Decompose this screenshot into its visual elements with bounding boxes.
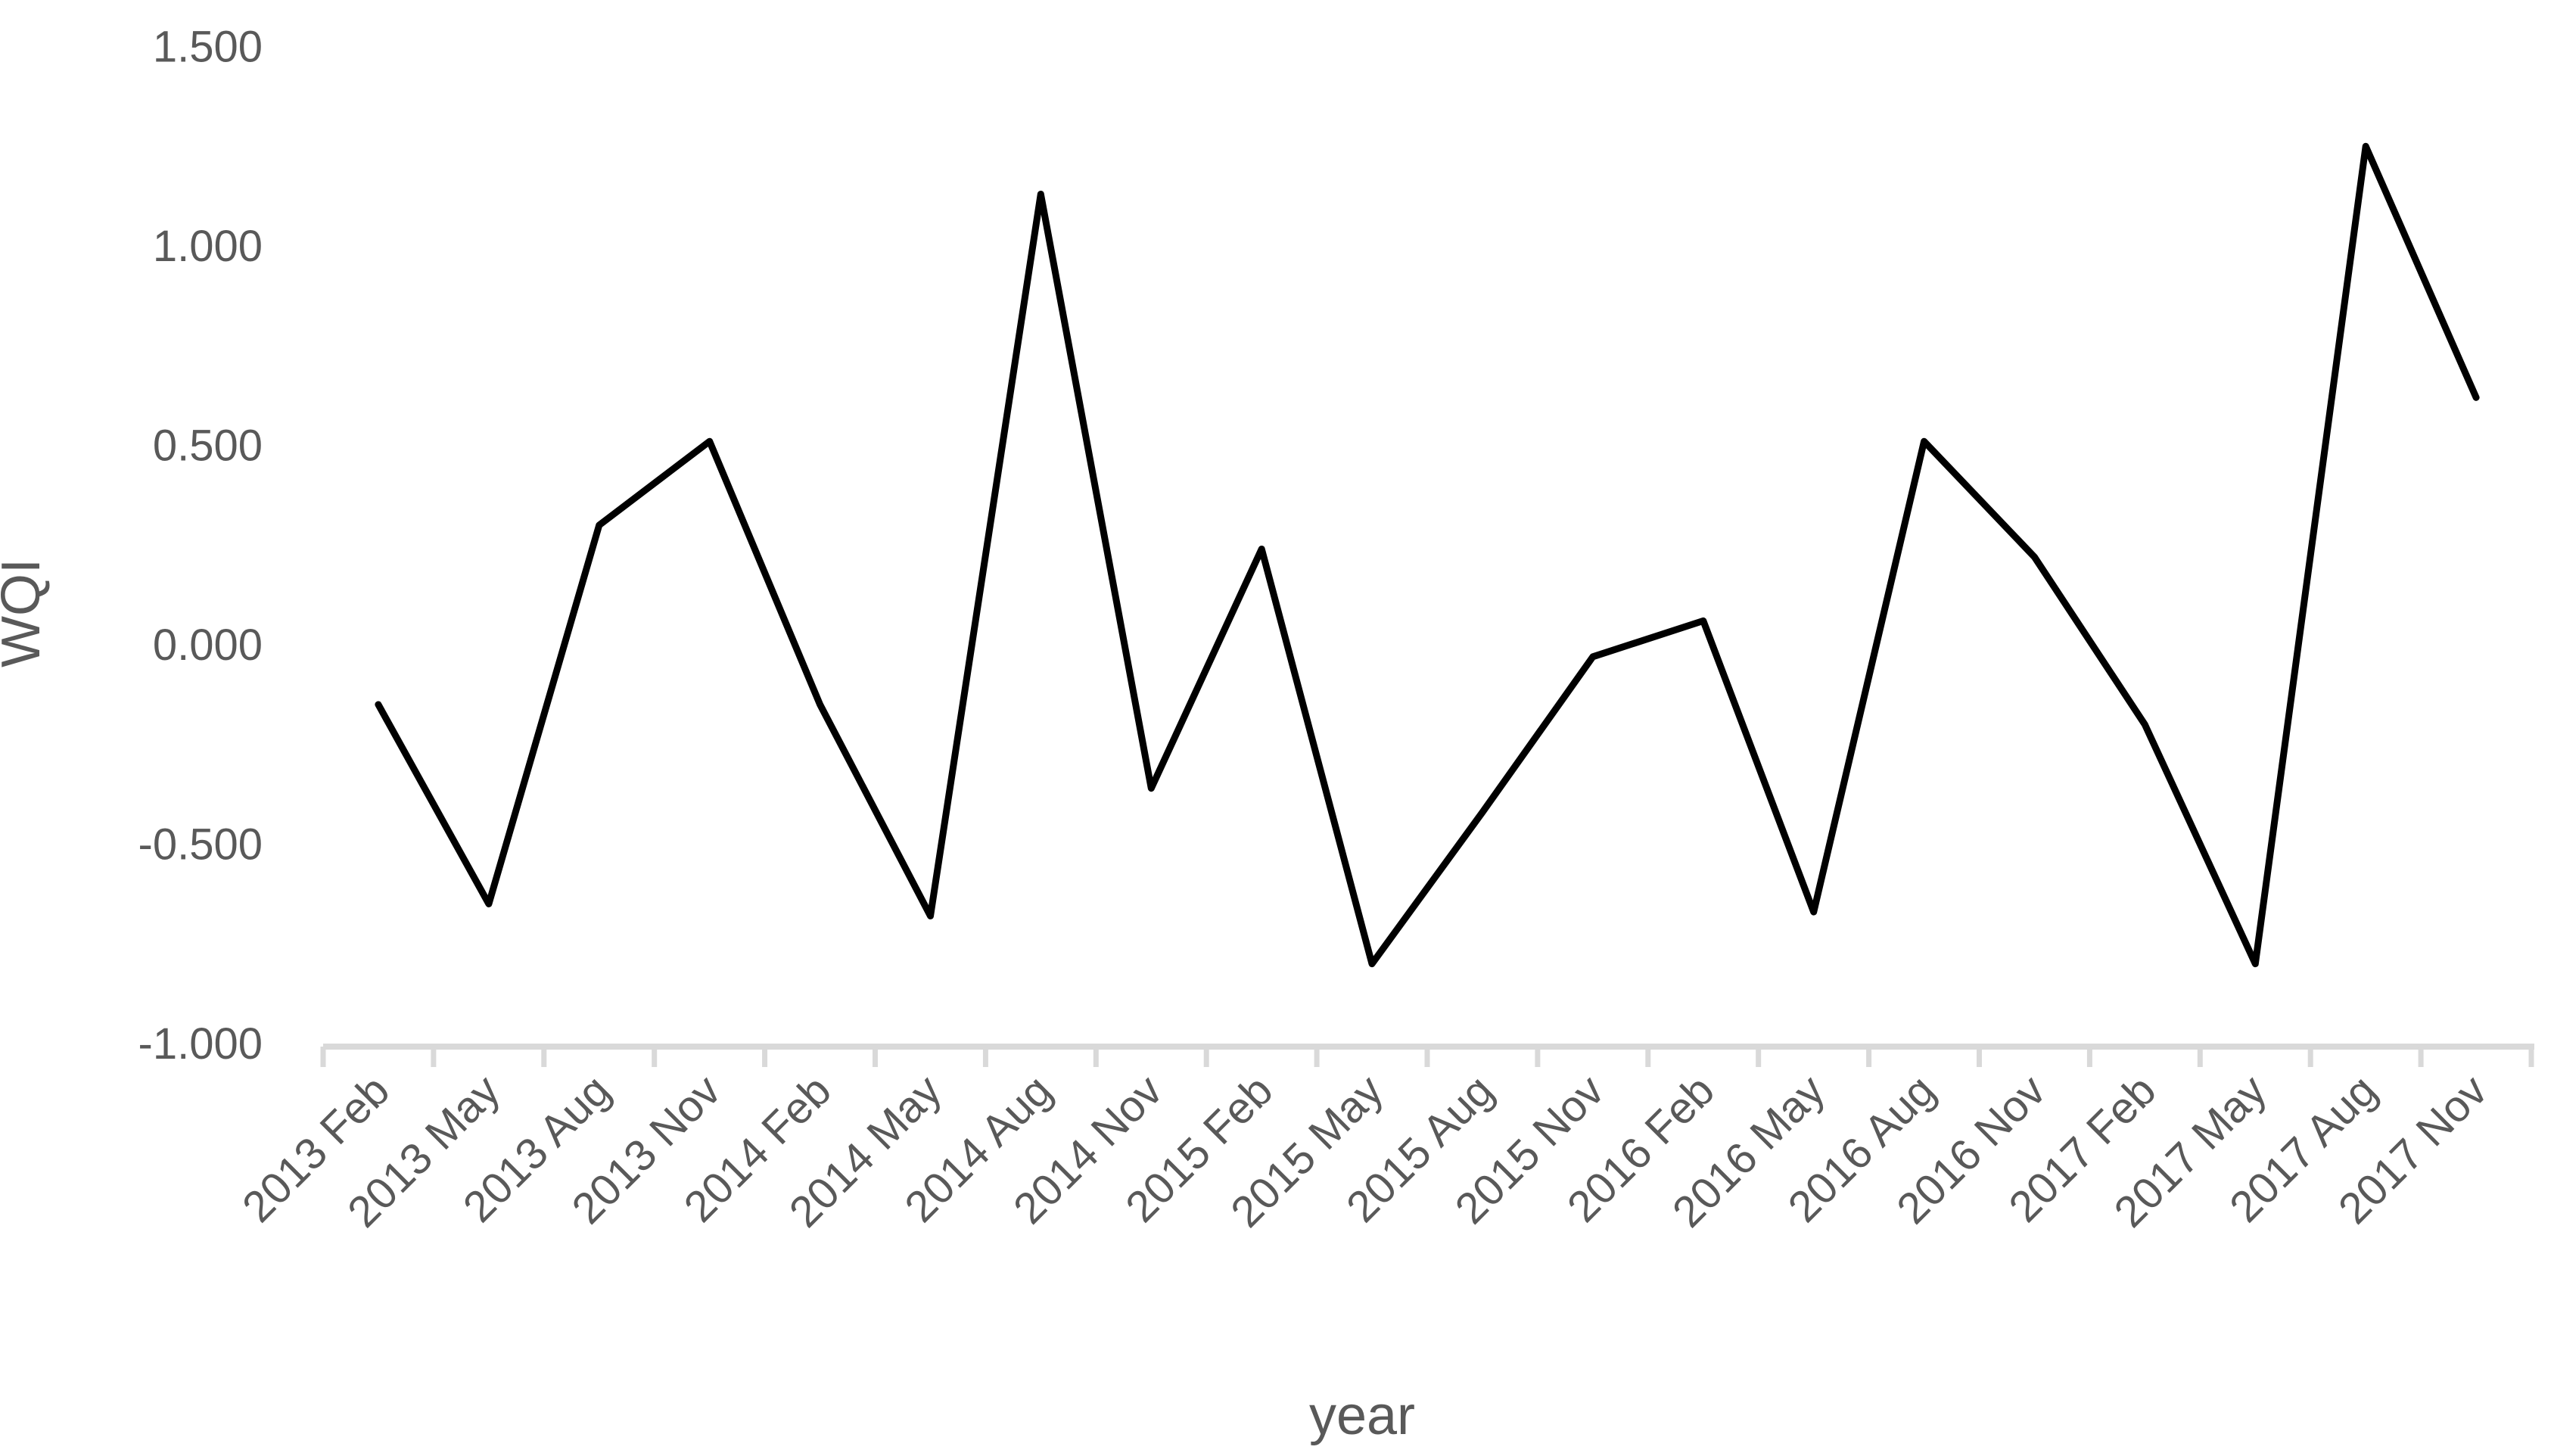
y-axis-title: WQI [0, 558, 51, 667]
y-tick-label: 0.000 [153, 621, 263, 670]
x-axis [320, 1044, 2534, 1067]
y-axis-tick-labels: 1.500 1.000 0.500 0.000 -0.500 -1.000 [138, 23, 263, 1069]
y-tick-label: 1.500 [153, 23, 263, 72]
y-tick-label: -0.500 [138, 820, 263, 870]
y-tick-label: 1.000 [153, 222, 263, 271]
y-tick-label: 0.500 [153, 422, 263, 471]
x-axis-title: year [1309, 1386, 1415, 1446]
wqi-series-line [375, 142, 2480, 968]
y-tick-label: -1.000 [138, 1019, 263, 1069]
